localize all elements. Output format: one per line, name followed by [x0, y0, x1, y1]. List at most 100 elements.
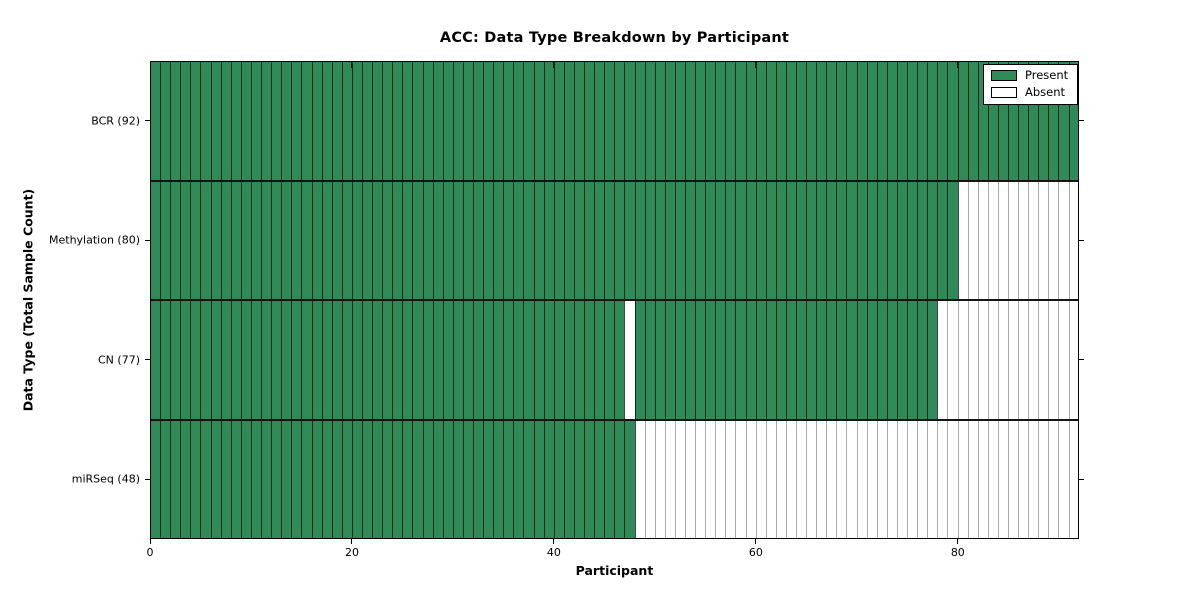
participant-cell: [674, 62, 685, 180]
participant-cell: [977, 62, 988, 180]
participant-cell: [432, 301, 443, 419]
participant-cell: [311, 62, 322, 180]
participant-cell: [705, 420, 716, 538]
row-label-mirseq: miRSeq (48): [71, 472, 140, 486]
participant-cell: [846, 181, 857, 299]
participant-cell: [886, 62, 897, 180]
participant-cell: [493, 420, 504, 538]
participant-cell: [1058, 181, 1069, 299]
participant-cell: [291, 420, 302, 538]
participant-cell: [402, 62, 413, 180]
participant-cell: [1048, 301, 1059, 419]
participant-cell: [462, 181, 473, 299]
participant-cell: [977, 420, 988, 538]
participant-cell: [271, 62, 282, 180]
participant-cell: [715, 420, 726, 538]
participant-cell: [432, 181, 443, 299]
participant-cell: [190, 420, 201, 538]
participant-cell: [826, 301, 837, 419]
participant-cell: [563, 181, 574, 299]
participant-cell: [705, 62, 716, 180]
participant-cell: [866, 62, 877, 180]
participant-cell: [1007, 420, 1019, 538]
x-tick-mark: [351, 539, 353, 544]
participant-cell: [321, 420, 332, 538]
participant-cell: [836, 420, 847, 538]
participant-cell: [866, 181, 877, 299]
participant-cell: [513, 301, 524, 419]
participant-cell: [997, 301, 1008, 419]
participant-cell: [806, 301, 817, 419]
participant-cell: [715, 301, 726, 419]
participant-cell: [513, 62, 524, 180]
participant-cell: [210, 420, 221, 538]
participant-cell: [392, 181, 403, 299]
participant-cell: [382, 62, 393, 180]
participant-cell: [240, 62, 251, 180]
participant-cell: [200, 420, 211, 538]
participant-cell: [452, 181, 463, 299]
participant-cell: [1038, 181, 1049, 299]
participant-cell: [230, 301, 241, 419]
participant-cell: [1038, 62, 1049, 180]
x-tick-mark-top: [149, 62, 151, 68]
participant-cell: [755, 420, 766, 538]
participant-cell: [816, 420, 827, 538]
participant-cell: [412, 181, 423, 299]
participant-cell: [412, 62, 423, 180]
participant-cell: [301, 301, 312, 419]
participant-cell: [301, 420, 312, 538]
participant-cell: [493, 181, 504, 299]
participant-cell: [250, 62, 262, 180]
participant-cell: [674, 420, 685, 538]
participant-cell: [250, 420, 262, 538]
participant-cell: [321, 62, 332, 180]
participant-cell: [311, 420, 322, 538]
participant-cell: [372, 181, 383, 299]
participant-cell: [634, 301, 645, 419]
participant-cell: [947, 301, 958, 419]
x-tick-mark: [957, 539, 959, 544]
participant-cell: [220, 62, 231, 180]
participant-cell: [321, 181, 332, 299]
participant-cell: [624, 301, 635, 419]
participant-cell: [876, 62, 887, 180]
participant-cell: [695, 181, 706, 299]
participant-cell: [281, 301, 292, 419]
participant-cell: [654, 301, 665, 419]
x-tick-label: 80: [950, 546, 965, 559]
participant-cell: [664, 62, 675, 180]
participant-cell: [937, 62, 948, 180]
participant-cell: [594, 62, 605, 180]
participant-cell: [796, 301, 807, 419]
participant-cell: [684, 181, 696, 299]
participant-cell: [745, 181, 756, 299]
participant-cell: [967, 62, 978, 180]
participant-cell: [432, 420, 443, 538]
participant-cell: [816, 181, 827, 299]
participant-cell: [735, 181, 746, 299]
participant-cell: [331, 420, 342, 538]
participant-cell: [341, 181, 352, 299]
participant-cell: [382, 301, 393, 419]
participant-cell: [644, 181, 655, 299]
participant-cell: [826, 420, 837, 538]
participant-cell: [765, 420, 776, 538]
x-tick-mark-top: [957, 62, 959, 68]
participant-cell: [684, 420, 696, 538]
participant-cell: [654, 62, 665, 180]
x-tick-mark: [149, 539, 151, 544]
participant-cell: [553, 301, 564, 419]
participant-cell: [523, 420, 534, 538]
participant-cell: [765, 62, 776, 180]
participant-cell: [392, 301, 403, 419]
participant-cell: [513, 420, 524, 538]
participant-cell: [392, 62, 403, 180]
participant-cell: [664, 420, 675, 538]
participant-cell: [947, 181, 958, 299]
participant-cell: [866, 301, 877, 419]
participant-cell: [826, 181, 837, 299]
participant-cell: [503, 181, 514, 299]
participant-cell: [261, 301, 272, 419]
participant-cell: [816, 301, 827, 419]
